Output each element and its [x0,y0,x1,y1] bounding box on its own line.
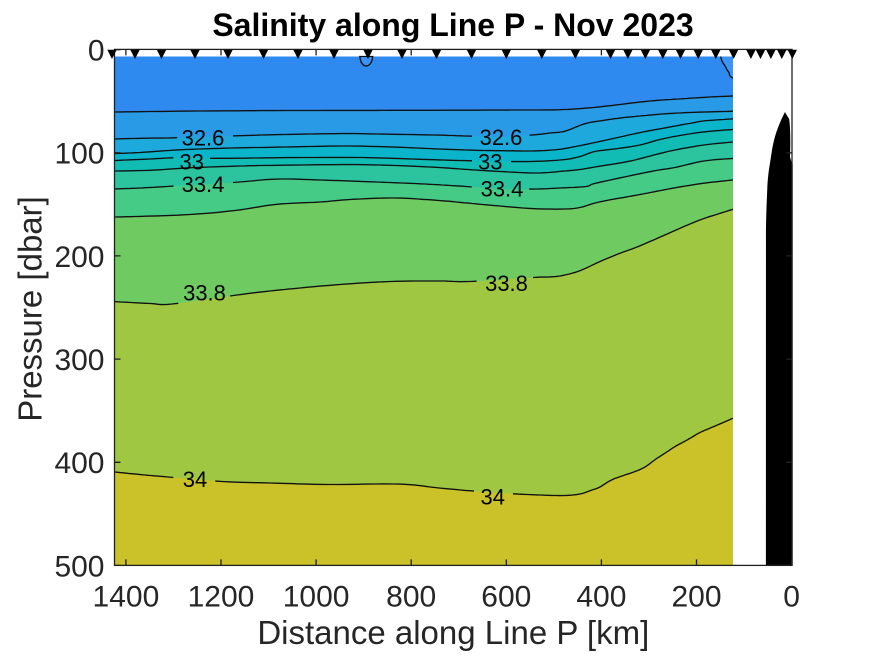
svg-text:800: 800 [386,581,436,614]
svg-text:1000: 1000 [283,581,350,614]
svg-text:33.4: 33.4 [481,177,524,202]
svg-text:500: 500 [54,550,104,583]
svg-text:200: 200 [671,581,721,614]
svg-text:33.4: 33.4 [182,172,225,197]
svg-text:34: 34 [183,467,207,492]
svg-text:400: 400 [54,447,104,480]
svg-text:1200: 1200 [188,581,255,614]
svg-text:33.8: 33.8 [183,281,226,306]
svg-text:33: 33 [179,150,203,175]
svg-text:0: 0 [783,581,800,614]
svg-text:0: 0 [88,35,105,68]
svg-text:Pressure [dbar]: Pressure [dbar] [12,196,49,422]
svg-text:100: 100 [54,138,104,171]
svg-text:400: 400 [576,581,626,614]
svg-text:32.6: 32.6 [480,125,523,150]
svg-text:32.6: 32.6 [182,126,225,151]
svg-text:300: 300 [54,344,104,377]
svg-text:Distance along Line P [km]: Distance along Line P [km] [257,614,649,651]
svg-text:33: 33 [478,150,502,175]
svg-text:34: 34 [480,485,504,510]
svg-text:600: 600 [481,581,531,614]
svg-text:1400: 1400 [93,581,160,614]
svg-text:200: 200 [54,241,104,274]
svg-text:Salinity along Line P - Nov 20: Salinity along Line P - Nov 2023 [212,7,693,43]
svg-text:33.8: 33.8 [485,271,528,296]
